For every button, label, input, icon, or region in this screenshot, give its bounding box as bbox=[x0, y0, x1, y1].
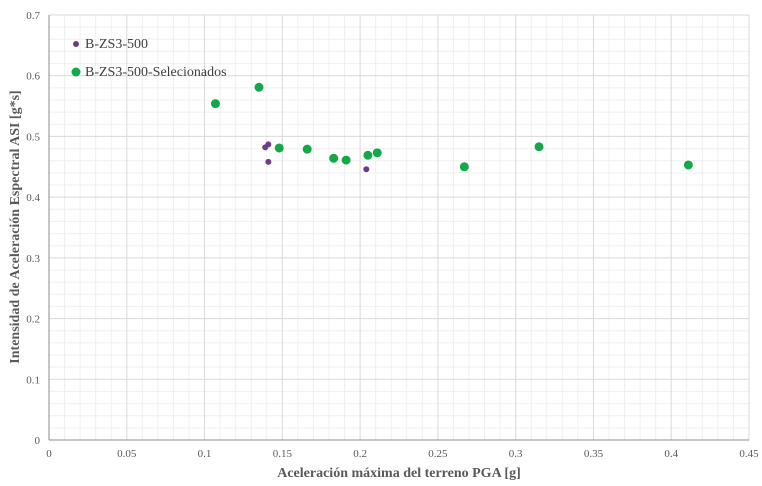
x-tick-labels: 0 0.05 0.1 0.15 0.2 0.25 0.3 0.35 0.4 0.45 bbox=[46, 448, 759, 460]
point-b-zs3-500-selecionados bbox=[459, 162, 469, 172]
legend-label-b-zs3-500: B-ZS3-500 bbox=[85, 37, 148, 52]
point-b-zs3-500-selecionados bbox=[363, 150, 373, 160]
point-b-zs3-500-selecionados bbox=[254, 82, 264, 92]
y-tick-labels: 0 0.1 0.2 0.3 0.4 0.5 0.6 0.7 bbox=[26, 10, 40, 447]
point-b-zs3-500-selecionados bbox=[341, 155, 351, 165]
point-b-zs3-500-selecionados bbox=[534, 142, 544, 152]
y-tick-label: 0.7 bbox=[26, 10, 40, 22]
y-tick-label: 0.4 bbox=[26, 192, 40, 204]
point-b-zs3-500-selecionados bbox=[302, 144, 312, 154]
point-b-zs3-500 bbox=[363, 166, 370, 173]
legend-item-b-zs3-500-selecionados: B-ZS3-500-Selecionados bbox=[71, 65, 227, 80]
x-tick-label: 0.2 bbox=[353, 448, 367, 460]
y-tick-label: 0.2 bbox=[26, 314, 40, 326]
legend: B-ZS3-500 B-ZS3-500-Selecionados bbox=[71, 37, 227, 80]
data-points bbox=[210, 82, 693, 173]
x-axis-title: Aceleración máxima del terreno PGA [g] bbox=[277, 466, 521, 481]
x-tick-label: 0.3 bbox=[509, 448, 523, 460]
x-tick-label: 0.4 bbox=[664, 448, 678, 460]
x-tick-label: 0.15 bbox=[273, 448, 293, 460]
point-b-zs3-500 bbox=[265, 141, 272, 148]
point-b-zs3-500-selecionados bbox=[210, 99, 220, 109]
point-b-zs3-500-selecionados bbox=[274, 143, 284, 153]
axes bbox=[48, 15, 749, 441]
legend-marker-b-zs3-500 bbox=[73, 41, 79, 47]
point-b-zs3-500-selecionados bbox=[372, 148, 382, 158]
x-tick-label: 0.1 bbox=[198, 448, 212, 460]
point-b-zs3-500-selecionados bbox=[683, 160, 693, 170]
point-b-zs3-500 bbox=[265, 158, 272, 165]
y-tick-label: 0.3 bbox=[26, 253, 40, 265]
y-tick-label: 0 bbox=[35, 435, 41, 447]
legend-marker-b-zs3-500-selecionados bbox=[71, 67, 81, 77]
x-tick-label: 0.05 bbox=[117, 448, 137, 460]
x-tick-label: 0.45 bbox=[739, 448, 759, 460]
x-tick-label: 0 bbox=[46, 448, 52, 460]
x-tick-label: 0.25 bbox=[428, 448, 448, 460]
point-b-zs3-500-selecionados bbox=[329, 153, 339, 163]
x-tick-label: 0.35 bbox=[584, 448, 604, 460]
legend-label-b-zs3-500-selecionados: B-ZS3-500-Selecionados bbox=[85, 65, 227, 80]
y-tick-label: 0.5 bbox=[26, 131, 40, 143]
legend-item-b-zs3-500: B-ZS3-500 bbox=[73, 37, 148, 52]
y-tick-label: 0.6 bbox=[26, 71, 40, 83]
y-tick-label: 0.1 bbox=[26, 374, 40, 386]
y-axis-title: Intensidad de Aceleración Espectral ASI … bbox=[8, 90, 23, 363]
minor-grid bbox=[49, 15, 749, 440]
